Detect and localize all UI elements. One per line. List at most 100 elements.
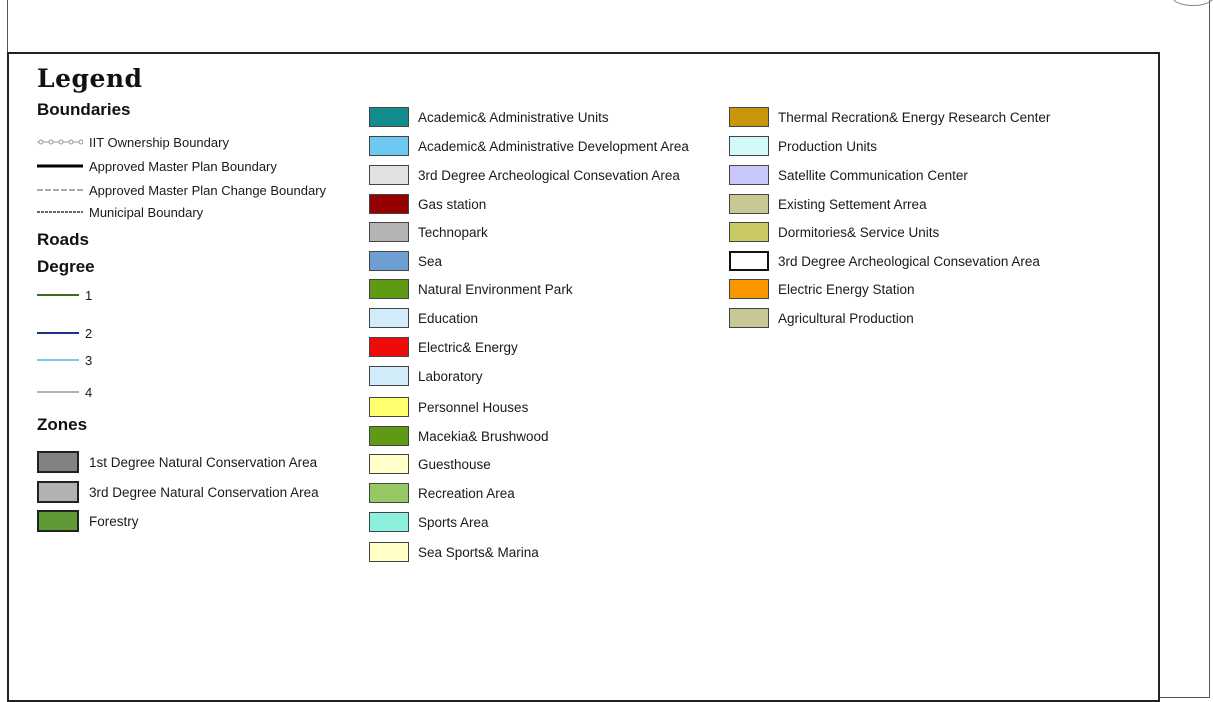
color-swatch: [369, 483, 409, 503]
color-swatch: [729, 222, 769, 242]
thick-solid-line-icon: [37, 164, 83, 168]
road-degree-label: 3: [85, 352, 93, 368]
land-use-label: Sea Sports& Marina: [418, 544, 539, 560]
color-swatch: [369, 194, 409, 214]
dash-dot-line-icon: [37, 211, 83, 213]
land-use-row: Guesthouse: [369, 451, 491, 477]
color-swatch: [729, 107, 769, 127]
land-use-label: Academic& Administrative Development Are…: [418, 138, 689, 154]
boundaries-heading: Boundaries: [37, 100, 131, 119]
color-swatch: [369, 222, 409, 242]
land-use-row: Technopark: [369, 219, 488, 245]
land-use-row: Agricultural Production: [729, 305, 914, 331]
color-swatch: [729, 194, 769, 214]
road-line-icon: [37, 359, 79, 361]
land-use-row: Academic& Administrative Units: [369, 104, 609, 130]
land-use-label: Sports Area: [418, 514, 489, 530]
land-use-row: Production Units: [729, 133, 877, 159]
color-swatch: [729, 165, 769, 185]
land-use-label: Recreation Area: [418, 485, 515, 501]
color-swatch: [369, 366, 409, 386]
boundary-label: IIT Ownership Boundary: [89, 134, 229, 150]
land-use-label: Existing Settement Arrea: [778, 196, 927, 212]
land-use-row: Academic& Administrative Development Are…: [369, 133, 689, 159]
roads-heading: Roads: [37, 230, 89, 249]
land-use-label: Sea: [418, 253, 443, 269]
zone-label: 1st Degree Natural Conservation Area: [89, 454, 318, 470]
land-use-row: Dormitories& Service Units: [729, 219, 939, 245]
road-row-degree-2: 2: [37, 323, 92, 343]
land-use-label: Dormitories& Service Units: [778, 224, 940, 240]
roads-degree-subheading: Degree: [37, 257, 95, 276]
color-swatch: [729, 136, 769, 156]
color-swatch: [729, 308, 769, 328]
color-swatch: [369, 426, 409, 446]
color-swatch: [369, 251, 409, 271]
road-row-degree-1: 1: [37, 285, 92, 305]
land-use-row: Existing Settement Arrea: [729, 191, 927, 217]
color-swatch: [369, 512, 409, 532]
legend-panel: [7, 52, 1160, 702]
land-use-label: Personnel Houses: [418, 399, 529, 415]
zone-row: 1st Degree Natural Conservation Area: [37, 449, 317, 475]
land-use-row: Sea: [369, 248, 442, 274]
land-use-row: Electric& Energy: [369, 334, 518, 360]
color-swatch: [369, 308, 409, 328]
color-swatch: [369, 279, 409, 299]
color-swatch: [369, 454, 409, 474]
color-swatch: [369, 397, 409, 417]
land-use-label: Guesthouse: [418, 456, 491, 472]
land-use-label: Electric& Energy: [418, 339, 518, 355]
zone-row: Forestry: [37, 508, 139, 534]
land-use-label: Satellite Communication Center: [778, 167, 968, 183]
zones-heading: Zones: [37, 415, 88, 434]
legend-title: Legend: [37, 64, 143, 93]
land-use-label: Natural Environment Park: [418, 281, 573, 297]
boundary-row-municipal: Municipal Boundary: [37, 202, 203, 222]
color-swatch: [37, 451, 79, 473]
color-swatch: [729, 279, 769, 299]
land-use-label: Laboratory: [418, 368, 483, 384]
land-use-row: 3rd Degree Archeological Consevation Are…: [369, 162, 680, 188]
land-use-label: Gas station: [418, 196, 487, 212]
land-use-row: Sea Sports& Marina: [369, 539, 539, 565]
color-swatch: [37, 481, 79, 503]
color-swatch: [369, 107, 409, 127]
land-use-row: Macekia& Brushwood: [369, 423, 549, 449]
color-swatch: [37, 510, 79, 532]
land-use-label: Technopark: [418, 224, 488, 240]
road-line-icon: [37, 391, 79, 393]
color-swatch: [729, 251, 769, 271]
land-use-row: Recreation Area: [369, 480, 515, 506]
color-swatch: [369, 136, 409, 156]
land-use-label: Production Units: [778, 138, 878, 154]
land-use-label: 3rd Degree Archeological Consevation Are…: [778, 253, 1040, 269]
boundary-label: Approved Master Plan Change Boundary: [89, 182, 327, 198]
land-use-row: 3rd Degree Archeological Consevation Are…: [729, 248, 1040, 274]
zone-label: Forestry: [89, 513, 139, 529]
zone-row: 3rd Degree Natural Conservation Area: [37, 479, 319, 505]
color-swatch: [369, 337, 409, 357]
land-use-label: Education: [418, 310, 479, 326]
land-use-row: Laboratory: [369, 363, 483, 389]
boundary-label: Municipal Boundary: [89, 204, 204, 220]
road-row-degree-4: 4: [37, 382, 92, 402]
dotted-circle-line-icon: [37, 139, 83, 145]
land-use-label: Electric Energy Station: [778, 281, 915, 297]
land-use-row: Electric Energy Station: [729, 276, 915, 302]
land-use-row: Gas station: [369, 191, 486, 217]
boundary-row-master-plan-change: Approved Master Plan Change Boundary: [37, 180, 326, 200]
color-swatch: [369, 542, 409, 562]
boundary-row-iit-ownership: IIT Ownership Boundary: [37, 132, 229, 152]
zone-label: 3rd Degree Natural Conservation Area: [89, 484, 319, 500]
dashed-line-icon: [37, 189, 83, 191]
land-use-label: Macekia& Brushwood: [418, 428, 549, 444]
road-row-degree-3: 3: [37, 350, 92, 370]
land-use-label: Agricultural Production: [778, 310, 914, 326]
land-use-label: Academic& Administrative Units: [418, 109, 609, 125]
road-degree-label: 4: [85, 384, 93, 400]
road-line-icon: [37, 332, 79, 334]
boundary-row-master-plan: Approved Master Plan Boundary: [37, 156, 277, 176]
boundary-label: Approved Master Plan Boundary: [89, 158, 277, 174]
road-degree-label: 1: [85, 287, 93, 303]
